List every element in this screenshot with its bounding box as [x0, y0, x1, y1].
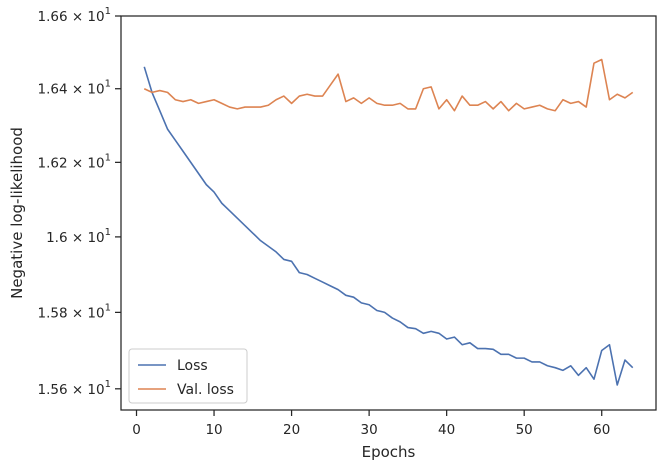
x-axis: 0 10 20 30 40 50 60: [132, 410, 610, 438]
y-axis-label: Negative log-likelihood: [8, 127, 26, 299]
x-tick-label: 10: [205, 422, 222, 438]
y-tick-label: 1.66 × 101: [37, 6, 111, 25]
y-tick-label: 1.62 × 101: [37, 152, 111, 171]
y-tick-label: 1.64 × 101: [37, 79, 111, 98]
x-tick-label: 50: [516, 422, 533, 438]
x-tick-label: 0: [132, 422, 141, 438]
series-line-val-loss: [143, 58, 634, 112]
y-tick-label: 1.6 × 101: [46, 227, 111, 246]
y-tick-label: 1.56 × 101: [37, 379, 111, 398]
x-tick-label: 30: [361, 422, 378, 438]
legend: Loss Val. loss: [128, 348, 248, 404]
y-tick-label: 1.58 × 101: [37, 302, 111, 321]
x-tick-label: 20: [283, 422, 300, 438]
x-tick-label: 40: [438, 422, 455, 438]
legend-label-val-loss: Val. loss: [177, 382, 234, 398]
x-axis-label: Epochs: [362, 443, 416, 461]
x-tick-label: 60: [593, 422, 610, 438]
legend-label-loss: Loss: [177, 358, 208, 374]
plot-frame: [120, 15, 657, 411]
series-layer: [143, 58, 634, 386]
series-line-loss: [143, 66, 634, 386]
y-axis: 1.56 × 101 1.58 × 101 1.6 × 101 1.62 × 101 1…: [37, 6, 121, 398]
